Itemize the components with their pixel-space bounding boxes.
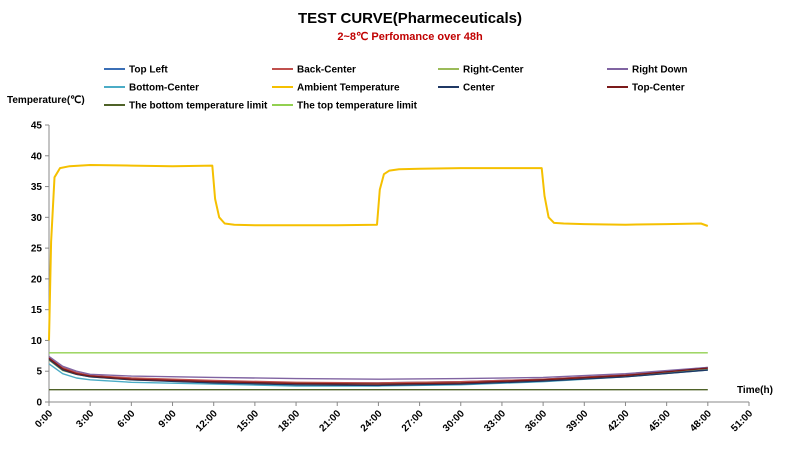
- y-tick-label: 5: [36, 367, 42, 378]
- x-tick-label: 42:00: [606, 408, 632, 434]
- x-tick-label: 51:00: [729, 408, 755, 434]
- x-tick-label: 15:00: [235, 408, 261, 434]
- x-axis-label: Time(h): [737, 385, 773, 396]
- x-tick-label: 33:00: [482, 408, 508, 434]
- legend-label: Center: [463, 83, 495, 94]
- legend-label: The top temperature limit: [297, 101, 418, 112]
- y-axis-label: Temperature(℃): [7, 95, 85, 106]
- x-tick-label: 21:00: [317, 408, 343, 434]
- x-tick-label: 39:00: [565, 408, 591, 434]
- legend-label: Ambient Temperature: [297, 83, 400, 94]
- x-tick-label: 24:00: [359, 408, 385, 434]
- y-tick-label: 45: [31, 121, 43, 132]
- x-tick-label: 6:00: [116, 408, 138, 430]
- legend: Top Left Back-Center Right-Center Right Dow…: [104, 65, 688, 112]
- legend-label: Back-Center: [297, 65, 356, 76]
- y-tick-label: 15: [31, 305, 43, 316]
- chart-title: TEST CURVE(Pharmeceuticals): [298, 10, 522, 27]
- legend-label: Top-Center: [632, 83, 685, 94]
- y-tick-label: 35: [31, 182, 43, 193]
- series-line-6: [48, 358, 708, 387]
- plot-area: 0 5 10 15 20 25 30 35 40 45 0:00 3:00 6:00 9:00 12:00…: [31, 121, 756, 435]
- legend-label: The bottom temperature limit: [129, 101, 268, 112]
- series-line-5: [48, 164, 709, 341]
- x-tick-label: 0:00: [33, 408, 55, 430]
- legend-label: Right-Center: [463, 65, 524, 76]
- y-ticks: 0 5 10 15 20 25 30 35 40 45: [31, 121, 49, 409]
- x-tick-label: 27:00: [400, 408, 426, 434]
- series-line-7: [48, 357, 708, 385]
- y-tick-label: 25: [31, 244, 43, 255]
- y-tick-label: 10: [31, 336, 43, 347]
- series-lines: [48, 164, 709, 391]
- y-tick-label: 0: [36, 398, 42, 409]
- chart-subtitle: 2~8℃ Perfomance over 48h: [337, 31, 483, 43]
- x-tick-label: 9:00: [157, 408, 179, 430]
- series-line-3: [48, 355, 708, 380]
- x-tick-label: 3:00: [74, 408, 96, 430]
- y-tick-label: 40: [31, 151, 43, 162]
- legend-label: Top Left: [129, 65, 168, 76]
- x-tick-label: 36:00: [523, 408, 549, 434]
- x-tick-label: 30:00: [441, 408, 467, 434]
- legend-label: Bottom-Center: [129, 83, 199, 94]
- x-tick-label: 48:00: [688, 408, 714, 434]
- y-tick-label: 30: [31, 213, 43, 224]
- x-ticks: 0:00 3:00 6:00 9:00 12:00 15:00 18:00 21:00 24:0…: [33, 402, 755, 434]
- x-tick-label: 18:00: [276, 408, 302, 434]
- x-tick-label: 12:00: [194, 408, 220, 434]
- legend-label: Right Down: [632, 65, 688, 76]
- y-tick-label: 20: [31, 274, 43, 285]
- x-tick-label: 45:00: [647, 408, 673, 434]
